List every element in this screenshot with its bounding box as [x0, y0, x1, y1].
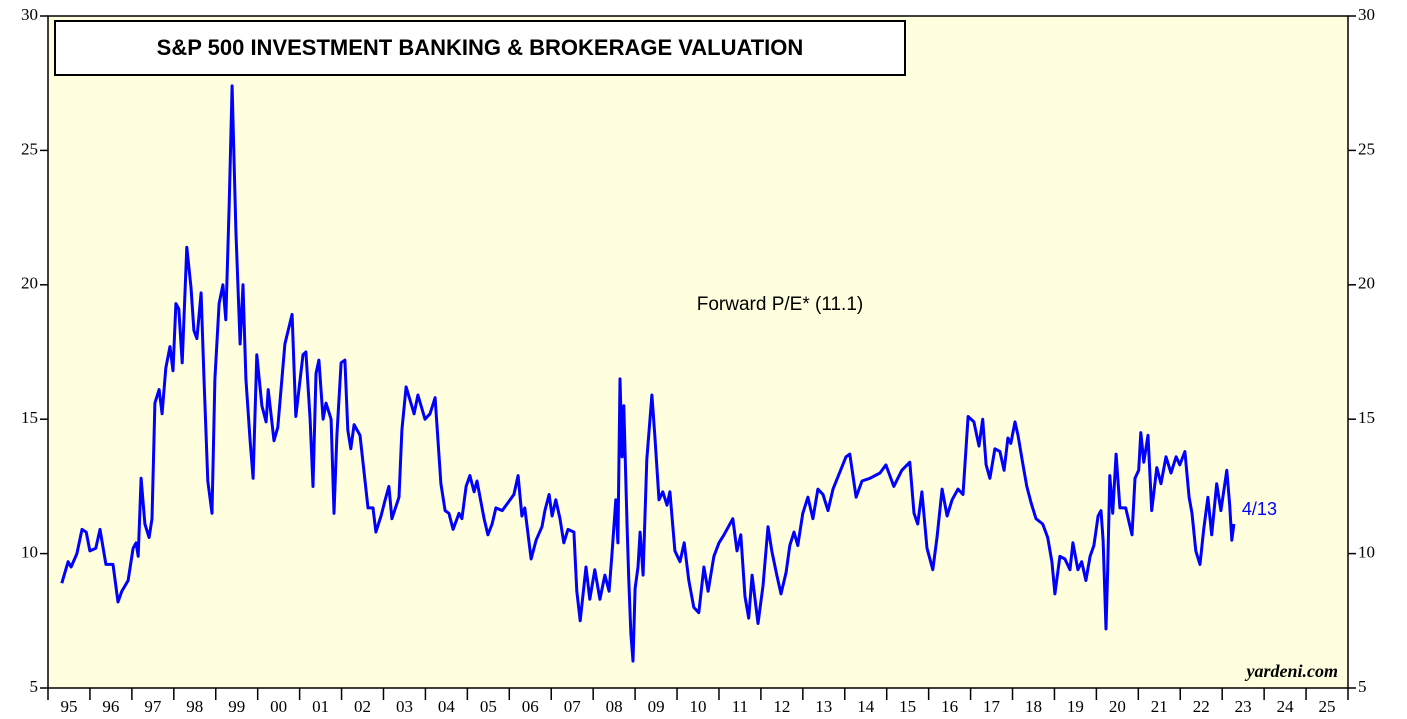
- y2-tick-label: 10: [1358, 543, 1375, 562]
- x-tick-label: 15: [899, 697, 916, 716]
- title-box: [54, 20, 906, 76]
- x-tick-label: 22: [1193, 697, 1210, 716]
- x-tick-label: 95: [60, 697, 77, 716]
- y-tick-label: 20: [21, 274, 38, 293]
- x-tick-label: 07: [564, 697, 582, 716]
- y2-tick-label: 5: [1358, 677, 1367, 696]
- x-tick-label: 99: [228, 697, 245, 716]
- x-tick-label: 21: [1151, 697, 1168, 716]
- x-tick-label: 01: [312, 697, 329, 716]
- x-tick-label: 06: [522, 697, 539, 716]
- x-tick-label: 98: [186, 697, 203, 716]
- x-tick-label: 02: [354, 697, 371, 716]
- y2-tick-label: 20: [1358, 274, 1375, 293]
- x-tick-label: 25: [1319, 697, 1336, 716]
- x-tick-label: 03: [396, 697, 413, 716]
- x-tick-label: 11: [732, 697, 748, 716]
- end-label: 4/13: [1242, 499, 1277, 519]
- x-tick-label: 17: [983, 697, 1001, 716]
- y2-tick-label: 25: [1358, 139, 1375, 158]
- x-tick-label: 08: [606, 697, 623, 716]
- x-tick-label: 16: [941, 697, 958, 716]
- x-tick-label: 23: [1235, 697, 1252, 716]
- series-line: [60, 84, 1236, 663]
- chart-title: S&P 500 INVESTMENT BANKING & BROKERAGE V…: [157, 35, 804, 60]
- annotation: Forward P/E* (11.1): [697, 294, 863, 315]
- x-tick-label: 14: [857, 697, 875, 716]
- x-tick-label: 19: [1067, 697, 1084, 716]
- x-tick-label: 24: [1277, 697, 1295, 716]
- source: yardeni.com: [1245, 661, 1339, 681]
- y-tick-label: 5: [30, 677, 39, 696]
- y-tick-label: 15: [21, 408, 38, 427]
- x-tick-label: 09: [648, 697, 665, 716]
- x-tick-label: 18: [1025, 697, 1042, 716]
- y-tick-label: 25: [21, 139, 38, 158]
- x-tick-label: 04: [438, 697, 456, 716]
- x-tick-label: 97: [144, 697, 162, 716]
- y2-tick-label: 15: [1358, 408, 1375, 427]
- x-tick-label: 10: [690, 697, 707, 716]
- x-tick-label: 05: [480, 697, 497, 716]
- y-tick-label: 10: [21, 543, 38, 562]
- plot-area: [47, 15, 1349, 689]
- x-tick-label: 00: [270, 697, 287, 716]
- x-tick-label: 12: [773, 697, 790, 716]
- x-tick-label: 20: [1109, 697, 1126, 716]
- y-tick-label: 30: [21, 5, 38, 24]
- y2-tick-label: 30: [1358, 5, 1375, 24]
- x-tick-label: 96: [102, 697, 119, 716]
- x-tick-label: 13: [815, 697, 832, 716]
